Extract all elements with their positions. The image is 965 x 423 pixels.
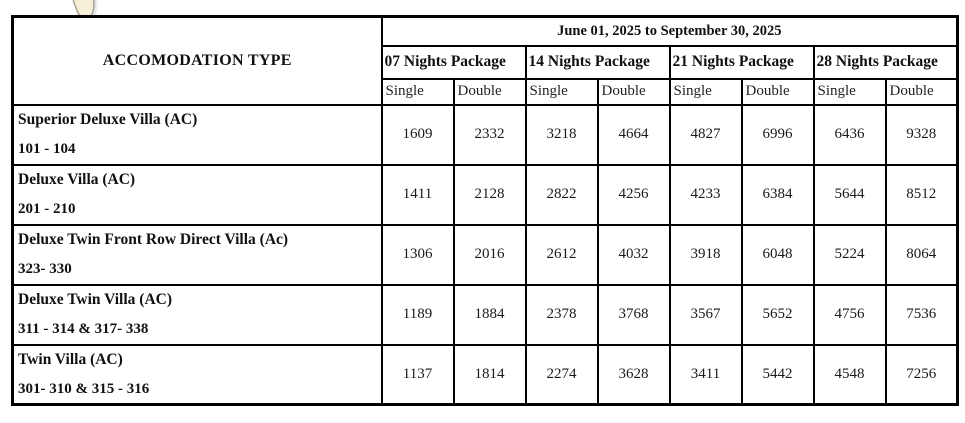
occupancy-header-double: Double xyxy=(596,77,671,106)
villa-room-numbers: 301- 310 & 315 - 316 xyxy=(18,380,150,397)
table-row: Twin Villa (AC) 301- 310 & 315 - 316 113… xyxy=(11,343,959,406)
rate-cell: 4548 xyxy=(812,343,887,406)
package-header-14-nights: 14 Nights Package xyxy=(524,44,671,80)
rate-cell: 4233 xyxy=(668,163,743,226)
rate-cell: 2128 xyxy=(452,163,527,226)
villa-name: Twin Villa (AC) xyxy=(18,350,123,368)
rate-cell: 2274 xyxy=(524,343,599,406)
rate-cell: 4032 xyxy=(596,223,671,286)
rate-cell: 8512 xyxy=(884,163,959,226)
rate-cell: 3768 xyxy=(596,283,671,346)
table-row: Deluxe Twin Front Row Direct Villa (Ac) … xyxy=(11,223,959,286)
occupancy-header-double: Double xyxy=(884,77,959,106)
rate-cell: 6436 xyxy=(812,103,887,166)
rate-cell: 5442 xyxy=(740,343,815,406)
villa-room-numbers: 201 - 210 xyxy=(18,201,76,217)
rate-cell: 1411 xyxy=(380,163,455,226)
rates-table: ACCOMODATION TYPE June 01, 2025 to Septe… xyxy=(11,15,960,406)
rate-cell: 3411 xyxy=(668,343,743,406)
villa-name: Deluxe Twin Front Row Direct Villa (Ac) xyxy=(18,231,289,248)
rate-cell: 1306 xyxy=(380,223,455,286)
rate-cell: 7256 xyxy=(884,343,959,406)
table-row: Superior Deluxe Villa (AC) 101 - 104 160… xyxy=(11,103,959,166)
package-header-28-nights: 28 Nights Package xyxy=(812,44,959,80)
accommodation-cell: Deluxe Villa (AC) 201 - 210 xyxy=(11,163,383,226)
villa-room-numbers: 311 - 314 & 317- 338 xyxy=(18,321,149,337)
season-date-range-header: June 01, 2025 to September 30, 2025 xyxy=(380,15,959,47)
rate-cell: 9328 xyxy=(884,103,959,166)
villa-room-numbers: 101 - 104 xyxy=(18,141,76,157)
occupancy-header-single: Single xyxy=(668,77,743,106)
accommodation-type-header: ACCOMODATION TYPE xyxy=(11,15,383,106)
rate-cell: 2612 xyxy=(524,223,599,286)
occupancy-header-double: Double xyxy=(740,77,815,106)
table-row: Deluxe Villa (AC) 201 - 210 1411 2128 28… xyxy=(11,163,959,226)
rate-cell: 8064 xyxy=(884,223,959,286)
table-row: Deluxe Twin Villa (AC) 311 - 314 & 317- … xyxy=(11,283,959,346)
accommodation-cell: Superior Deluxe Villa (AC) 101 - 104 xyxy=(11,103,383,166)
rate-cell: 1189 xyxy=(380,283,455,346)
rate-cell: 2378 xyxy=(524,283,599,346)
accommodation-cell: Deluxe Twin Front Row Direct Villa (Ac) … xyxy=(11,223,383,286)
rate-cell: 1814 xyxy=(452,343,527,406)
rate-cell: 5644 xyxy=(812,163,887,226)
occupancy-header-single: Single xyxy=(812,77,887,106)
occupancy-header-single: Single xyxy=(524,77,599,106)
rate-cell: 2822 xyxy=(524,163,599,226)
rate-cell: 1884 xyxy=(452,283,527,346)
rate-cell: 6996 xyxy=(740,103,815,166)
rate-cell: 1137 xyxy=(380,343,455,406)
accommodation-cell: Deluxe Twin Villa (AC) 311 - 314 & 317- … xyxy=(11,283,383,346)
villa-name: Superior Deluxe Villa (AC) xyxy=(18,111,198,128)
rate-cell: 1609 xyxy=(380,103,455,166)
villa-name: Deluxe Twin Villa (AC) xyxy=(18,291,173,308)
rate-cell: 2016 xyxy=(452,223,527,286)
rate-cell: 3918 xyxy=(668,223,743,286)
package-header-07-nights: 07 Nights Package xyxy=(380,44,527,80)
villa-room-numbers: 323- 330 xyxy=(18,261,72,277)
villa-name: Deluxe Villa (AC) xyxy=(18,171,136,188)
package-header-21-nights: 21 Nights Package xyxy=(668,44,815,80)
rate-cell: 3218 xyxy=(524,103,599,166)
rate-cell: 4664 xyxy=(596,103,671,166)
occupancy-header-double: Double xyxy=(452,77,527,106)
rate-cell: 5224 xyxy=(812,223,887,286)
rate-cell: 4827 xyxy=(668,103,743,166)
occupancy-header-single: Single xyxy=(380,77,455,106)
rate-cell: 4256 xyxy=(596,163,671,226)
accommodation-cell: Twin Villa (AC) 301- 310 & 315 - 316 xyxy=(11,343,383,406)
rate-cell: 5652 xyxy=(740,283,815,346)
rate-cell: 4756 xyxy=(812,283,887,346)
rate-cell: 3567 xyxy=(668,283,743,346)
rate-cell: 3628 xyxy=(596,343,671,406)
rate-cell: 2332 xyxy=(452,103,527,166)
rate-cell: 6048 xyxy=(740,223,815,286)
rate-cell: 6384 xyxy=(740,163,815,226)
rate-cell: 7536 xyxy=(884,283,959,346)
